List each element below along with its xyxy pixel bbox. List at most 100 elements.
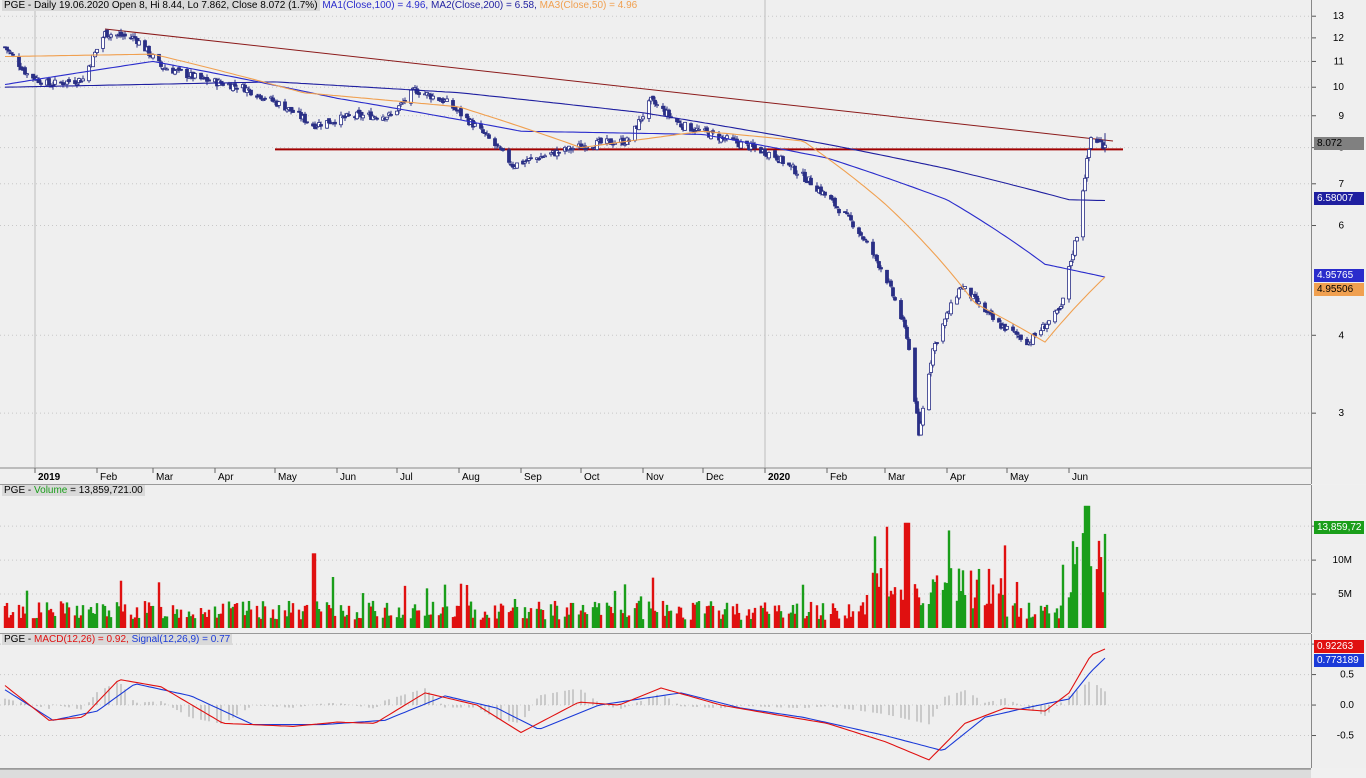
ma1-label: MA1(Close,100) = 4.96, bbox=[322, 0, 429, 11]
volume-bar bbox=[623, 584, 627, 628]
candle-body bbox=[787, 162, 791, 166]
macd-header: PGE - MACD(12,26) = 0.92, Signal(12,26,9… bbox=[2, 634, 233, 646]
volume-bar bbox=[73, 615, 77, 628]
volume-bar bbox=[357, 617, 361, 628]
volume-bar bbox=[35, 617, 39, 628]
volume-bar bbox=[243, 615, 247, 628]
price-pane[interactable]: 2019 Feb Mar Apr May Jun Jul Aug Sep Oct Nov Dec 202… bbox=[0, 0, 1311, 485]
candle-body bbox=[875, 254, 879, 262]
volume-bar bbox=[285, 616, 289, 628]
candle-body bbox=[325, 120, 329, 129]
candle-body bbox=[389, 114, 393, 116]
macd-pane[interactable]: PGE - MACD(12,26) = 0.92, Signal(12,26,9… bbox=[0, 634, 1311, 769]
volume-bar bbox=[833, 608, 837, 628]
candle-body bbox=[1059, 306, 1063, 309]
candle-body bbox=[11, 53, 15, 56]
volume-bar bbox=[1033, 614, 1037, 628]
volume-bar bbox=[369, 606, 373, 628]
volume-bar bbox=[625, 616, 629, 628]
candle-body bbox=[187, 76, 191, 79]
macd-chart[interactable] bbox=[0, 634, 1311, 768]
candle-body bbox=[157, 53, 161, 62]
volume-bar bbox=[1085, 505, 1089, 628]
candle-body bbox=[409, 89, 413, 104]
candle-body bbox=[763, 148, 767, 156]
candle-body bbox=[549, 152, 553, 155]
x-tick-label: Sep bbox=[524, 472, 542, 483]
last-price-badge: 8.072 bbox=[1314, 137, 1364, 150]
volume-bar bbox=[665, 604, 669, 628]
volume-bar bbox=[1025, 618, 1029, 628]
price-chart[interactable]: 2019 Feb Mar Apr May Jun Jul Aug Sep Oct Nov Dec 202… bbox=[0, 0, 1311, 484]
volume-bar bbox=[945, 583, 949, 628]
candle-body bbox=[73, 80, 77, 84]
volume-bar bbox=[527, 611, 531, 628]
candle-body bbox=[319, 124, 323, 127]
volume-bar bbox=[193, 618, 197, 628]
volume-bar bbox=[707, 605, 711, 628]
volume-bar bbox=[301, 611, 305, 628]
volume-bar bbox=[403, 585, 407, 628]
price-axis[interactable]: 34678910111213 bbox=[1311, 0, 1366, 484]
volume-bar bbox=[695, 602, 699, 628]
candle-body bbox=[905, 326, 909, 339]
horizontal-scrollbar[interactable] bbox=[0, 769, 1311, 778]
candle-body bbox=[9, 52, 13, 55]
volume-bar bbox=[775, 611, 779, 628]
volume-bar bbox=[205, 616, 209, 628]
volume-bar bbox=[151, 605, 155, 628]
candle-body bbox=[185, 68, 189, 79]
candle-body bbox=[291, 109, 295, 113]
volume-bar bbox=[291, 603, 295, 628]
volume-bar bbox=[1089, 566, 1093, 628]
volume-bar bbox=[565, 607, 569, 628]
candle-body bbox=[1055, 309, 1059, 314]
volume-bar bbox=[49, 608, 53, 628]
volume-bar bbox=[1045, 604, 1049, 628]
volume-bar bbox=[191, 614, 195, 628]
volume-bar bbox=[983, 605, 987, 628]
candle-body bbox=[921, 407, 925, 426]
volume-bar bbox=[277, 605, 281, 628]
volume-bar bbox=[759, 605, 763, 628]
volume-bar bbox=[1013, 603, 1017, 628]
candle-body bbox=[177, 67, 181, 70]
volume-pane[interactable]: PGE - Volume = 13,859,721.00 bbox=[0, 485, 1311, 634]
volume-bar bbox=[599, 614, 603, 628]
candle-body bbox=[823, 191, 827, 196]
volume-bar bbox=[331, 576, 335, 628]
candle-body bbox=[221, 82, 225, 86]
volume-bar bbox=[401, 614, 405, 628]
x-tick-label: Feb bbox=[100, 472, 118, 483]
candle-body bbox=[395, 110, 399, 116]
volume-bar bbox=[1005, 616, 1009, 628]
volume-bar bbox=[381, 617, 385, 628]
x-tick-label: Mar bbox=[156, 472, 174, 483]
volume-bar bbox=[149, 606, 153, 628]
volume-bar bbox=[297, 609, 301, 628]
volume-bar bbox=[81, 605, 85, 628]
candle-body bbox=[793, 165, 797, 175]
candle-body bbox=[507, 149, 511, 163]
volume-bar bbox=[317, 609, 321, 628]
volume-bar bbox=[231, 606, 235, 628]
volume-bar bbox=[467, 605, 471, 628]
volume-bar bbox=[619, 609, 623, 628]
macd-title: PGE - bbox=[4, 634, 32, 645]
candle-body bbox=[903, 319, 907, 328]
macd-axis-label: -0.5 bbox=[1337, 731, 1355, 742]
volume-bar bbox=[571, 602, 575, 628]
x-tick-label: Jun bbox=[1072, 472, 1088, 483]
volume-bar bbox=[1017, 616, 1021, 628]
volume-bar bbox=[395, 617, 399, 628]
volume-bar bbox=[933, 581, 937, 628]
volume-bar bbox=[1001, 594, 1005, 628]
volume-axis[interactable]: 5M10M15M bbox=[1311, 485, 1366, 633]
volume-bar bbox=[129, 614, 133, 628]
candle-body bbox=[639, 119, 643, 122]
volume-chart[interactable] bbox=[0, 485, 1311, 633]
volume-bar bbox=[479, 619, 483, 628]
volume-bar bbox=[1095, 569, 1099, 628]
candle-body bbox=[247, 88, 251, 91]
volume-bar bbox=[663, 615, 667, 628]
